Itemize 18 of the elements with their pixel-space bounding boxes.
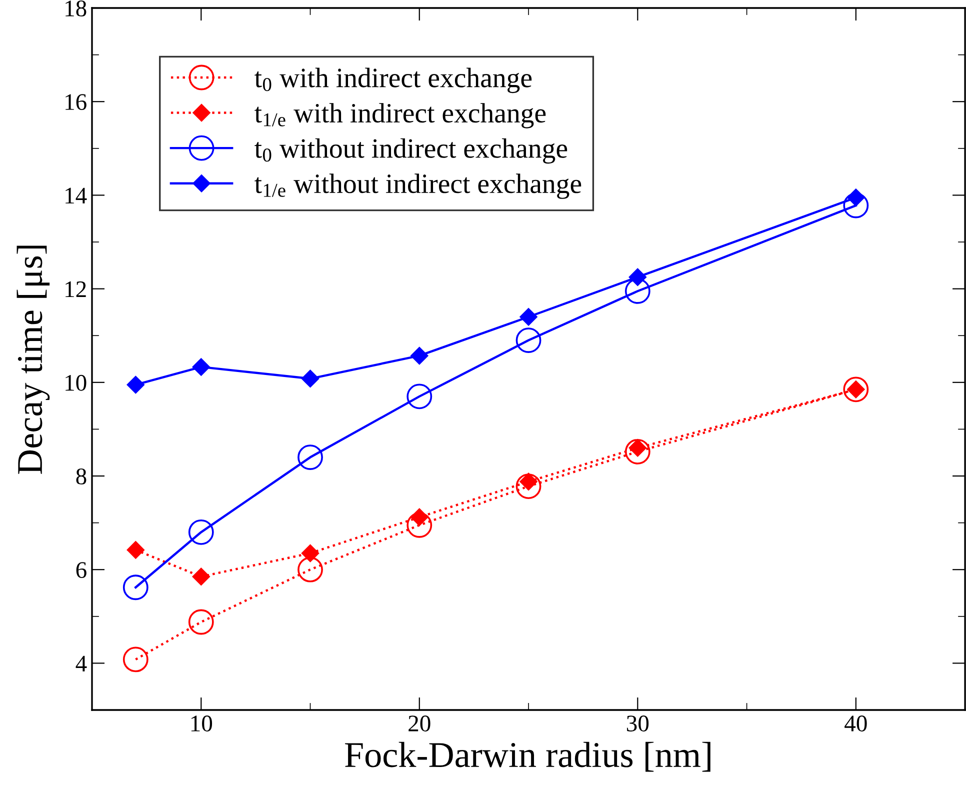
x-tick-label: 10 xyxy=(191,716,212,732)
legend-label: t$_{0}$ with indirect exchange xyxy=(254,68,532,94)
y-tick-label: 4 xyxy=(76,656,87,672)
y-tick-label: 16 xyxy=(66,94,86,110)
legend-label: t$_{0}$ without indirect exchange xyxy=(254,138,568,164)
x-axis-title: Fock-Darwin radius [nm] xyxy=(345,742,710,772)
legend-label: t$_{1/e}$ with indirect exchange xyxy=(254,103,546,128)
y-tick-label: 14 xyxy=(66,188,87,204)
y-tick-label: 6 xyxy=(76,562,86,578)
y-tick-label: 12 xyxy=(66,281,86,297)
y-tick-label: 8 xyxy=(76,468,86,484)
y-tick-label: 18 xyxy=(66,0,86,16)
x-tick-label: 40 xyxy=(844,716,867,732)
y-axis-title: Decay time [μs] xyxy=(16,246,50,474)
x-tick-label: 30 xyxy=(626,716,649,732)
x-tick-label: 20 xyxy=(408,716,430,732)
y-tick-label: 10 xyxy=(66,374,86,391)
legend-label: t$_{1/e}$ without indirect exchange xyxy=(254,174,582,199)
